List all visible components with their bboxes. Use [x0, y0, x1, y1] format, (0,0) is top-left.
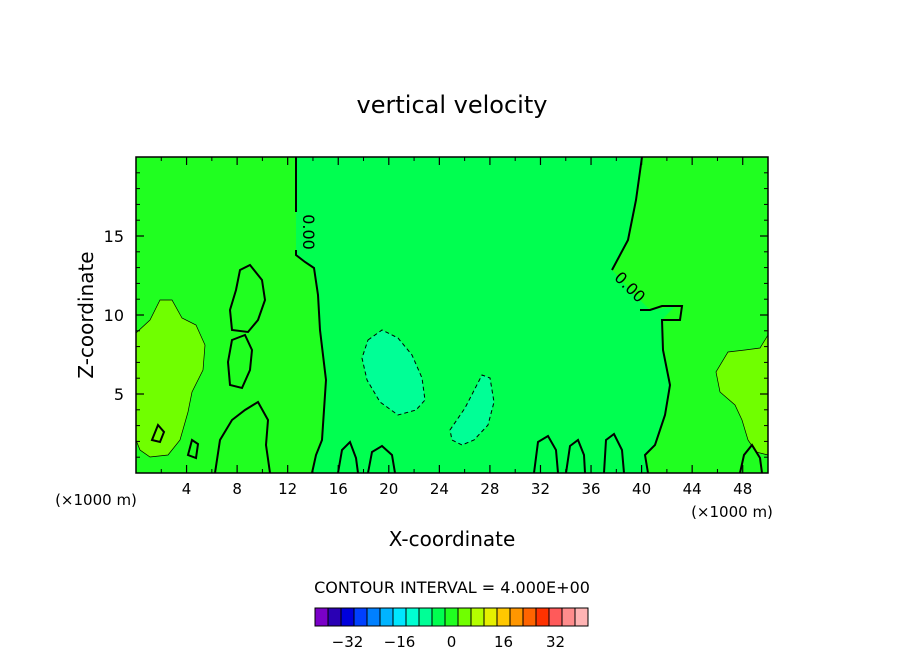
- colorbar-swatch: [418, 607, 433, 627]
- colorbar-swatch: [522, 607, 537, 627]
- colorbar-swatch: [327, 607, 342, 627]
- x-tick-label: 32: [531, 480, 550, 498]
- y-tick-label: 5: [114, 385, 124, 404]
- colorbar-swatch: [366, 607, 381, 627]
- chart-title: vertical velocity: [357, 91, 548, 119]
- colorbar-swatch: [431, 607, 446, 627]
- zero-contour-bump-1: [337, 440, 359, 474]
- zero-contour-bump-4: [565, 438, 586, 474]
- colorbar-swatch: [353, 607, 368, 627]
- colorbar-swatch: [535, 607, 550, 627]
- x-tick-label: 16: [329, 480, 348, 498]
- x-axis-ticks: 4 8 12 16 20 24 28 32 36 40 44 48: [160, 157, 752, 498]
- x-tick-label: 44: [683, 480, 702, 498]
- zero-contour-loop-b: [226, 333, 254, 390]
- colorbar-swatch: [496, 607, 511, 627]
- contour-label-left: 0.00: [299, 214, 318, 250]
- plot-area: 0.00 0.00: [135, 156, 769, 474]
- colorbar-swatch: [405, 607, 420, 627]
- zero-contour-bump-6: [739, 443, 763, 474]
- colorbar-tick-label: 0: [447, 633, 457, 651]
- x-units-left: (×1000 m): [55, 491, 137, 509]
- colorbar-swatch: [548, 607, 563, 627]
- colorbar-swatch: [457, 607, 472, 627]
- y-tick-label: 10: [104, 306, 124, 325]
- colorbar-swatch: [392, 607, 407, 627]
- x-tick-label: 24: [430, 480, 449, 498]
- x-tick-label: 12: [278, 480, 297, 498]
- y-axis-label: Z-coordinate: [74, 251, 98, 378]
- colorbar-tick-label: −16: [384, 633, 416, 651]
- region-negative-b: [449, 374, 495, 446]
- zero-contour-bump-2: [367, 444, 396, 474]
- colorbar-swatch: [561, 607, 576, 627]
- contour-interval-text: CONTOUR INTERVAL = 4.000E+00: [314, 578, 590, 597]
- zero-contour-loop-a: [228, 263, 267, 334]
- x-units-right: (×1000 m): [691, 503, 773, 521]
- y-tick-label: 15: [104, 227, 124, 246]
- zero-contour-small-1: [186, 438, 200, 460]
- x-tick-label: 8: [232, 480, 242, 498]
- colorbar-ticks: −32 −16 0 16 32: [332, 633, 565, 651]
- x-tick-label: 4: [182, 480, 192, 498]
- colorbar: [314, 607, 589, 627]
- x-tick-label: 36: [581, 480, 600, 498]
- region-positive-right: [715, 333, 769, 456]
- colorbar-swatch: [379, 607, 394, 627]
- y-axis-ticks: 5 10 15: [104, 172, 768, 458]
- colorbar-tick-label: 32: [546, 633, 565, 651]
- region-negative-a: [361, 329, 426, 416]
- x-tick-label: 40: [632, 480, 651, 498]
- x-tick-label: 28: [480, 480, 499, 498]
- zero-contours: [150, 156, 763, 474]
- colorbar-swatch: [340, 607, 355, 627]
- zero-contour-bump-5: [603, 432, 625, 474]
- colorbar-swatch: [470, 607, 485, 627]
- colorbar-tick-label: 16: [494, 633, 513, 651]
- colorbar-swatch: [314, 607, 329, 627]
- colorbar-swatch: [483, 607, 498, 627]
- x-tick-label: 48: [733, 480, 752, 498]
- colorbar-swatch: [509, 607, 524, 627]
- region-positive-left: [135, 299, 206, 458]
- colorbar-tick-label: −32: [332, 633, 364, 651]
- zero-contour-right: [611, 156, 684, 474]
- colorbar-swatch: [574, 607, 589, 627]
- zero-contour-small-2: [150, 423, 166, 444]
- zero-contour-left: [295, 157, 328, 474]
- x-tick-label: 20: [379, 480, 398, 498]
- x-axis-label: X-coordinate: [389, 527, 516, 551]
- zero-contour-left-lower: [214, 400, 271, 474]
- colorbar-swatch: [444, 607, 459, 627]
- zero-contour-bump-3: [533, 434, 559, 474]
